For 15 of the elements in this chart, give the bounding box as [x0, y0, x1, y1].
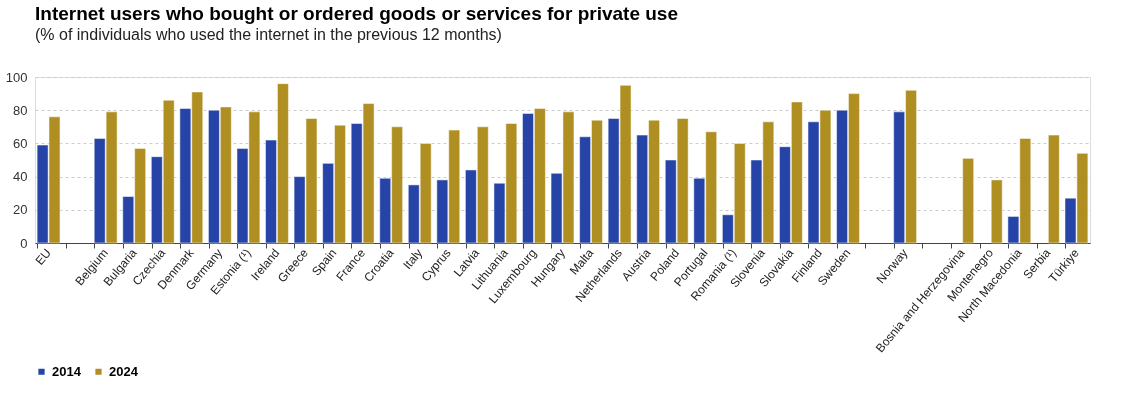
- y-tick-label: 100: [5, 69, 28, 85]
- y-tick-label: 40: [13, 169, 28, 185]
- y-tick-label: 20: [13, 202, 28, 218]
- y-tick-label: 0: [20, 235, 28, 251]
- bar: [990, 179, 1003, 244]
- chart-subtitle: (% of individuals who used the internet in the previous 12 months): [35, 26, 502, 43]
- x-tick-label: Italy: [400, 246, 426, 272]
- y-tick-label: 80: [13, 102, 28, 118]
- x-tick-label: EU: [32, 246, 54, 268]
- legend-label: 2024: [109, 363, 139, 379]
- legend-label: 2014: [52, 363, 82, 379]
- y-tick-label: 60: [13, 135, 28, 151]
- bar: [1048, 134, 1060, 244]
- bar: [962, 158, 974, 244]
- chart-title: Internet users who bought or ordered goods or services for private use: [35, 3, 678, 24]
